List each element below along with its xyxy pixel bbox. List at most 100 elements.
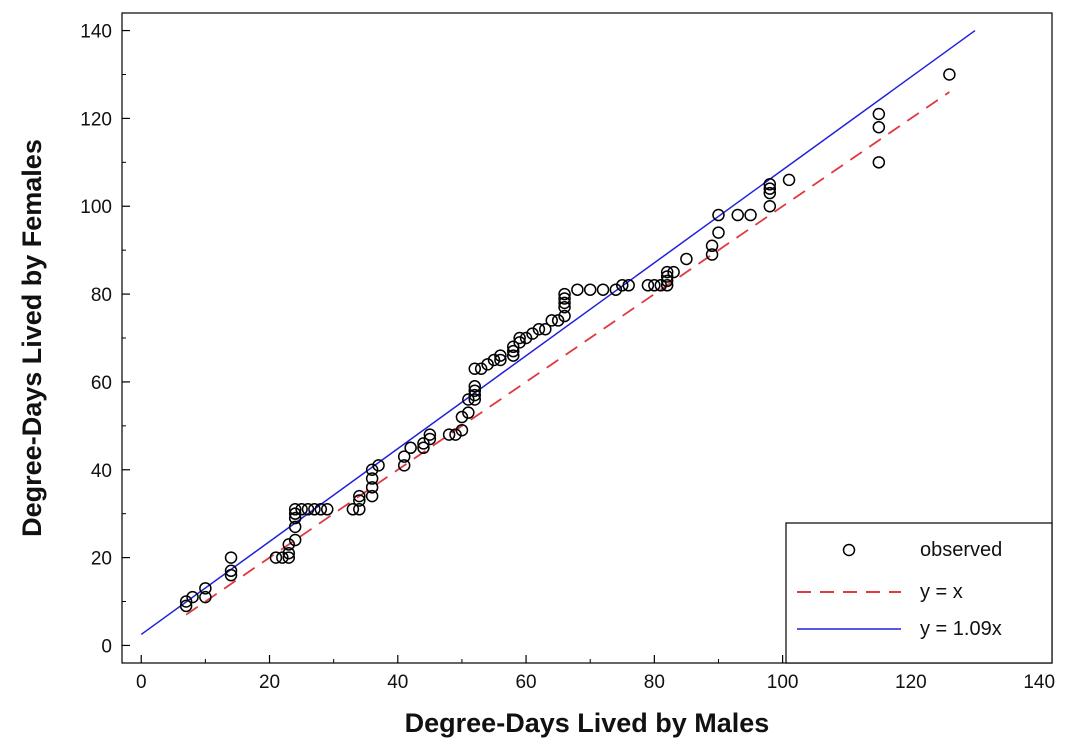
y-tick-label-7: 140: [80, 22, 112, 43]
observed-point: [468, 388, 482, 402]
observed-point: [224, 551, 238, 564]
observed-point: [654, 279, 668, 292]
observed-point: [641, 279, 655, 292]
observed-point: [314, 503, 328, 516]
observed-point: [763, 186, 777, 200]
observed-point: [744, 208, 757, 222]
observed-point: [468, 393, 482, 406]
observed-point: [417, 437, 430, 450]
y-tick-label-5: 100: [80, 197, 112, 218]
observed-point: [660, 270, 674, 283]
observed-point: [468, 362, 482, 375]
observed-point: [282, 538, 296, 551]
observed-point: [680, 252, 693, 266]
x-tick-label-0: 0: [136, 672, 147, 693]
y-tick-label-2: 40: [91, 461, 112, 482]
observed-point: [353, 494, 366, 507]
legend-y-eq-109x-label: y = 1.09x: [920, 618, 1002, 640]
observed-point: [224, 568, 238, 582]
observed-point: [423, 428, 437, 441]
observed-point: [513, 336, 526, 349]
observed-point: [872, 156, 886, 169]
observed-point: [660, 274, 674, 288]
observed-point: [494, 349, 507, 362]
observed-point: [943, 68, 956, 81]
observed-point: [539, 322, 552, 336]
x-tick-label-6: 120: [895, 672, 927, 693]
observed-point: [449, 428, 462, 441]
observed-point: [404, 441, 417, 455]
observed-point: [365, 481, 379, 494]
observed-point: [705, 239, 719, 253]
legend-y-eq-x-label: y = x: [920, 581, 963, 603]
observed-point: [442, 428, 456, 441]
observed-point: [558, 292, 571, 305]
observed-point: [346, 503, 360, 516]
observed-point: [468, 380, 482, 393]
observed-point: [763, 178, 777, 191]
observed-point: [288, 503, 302, 516]
observed-point: [462, 393, 475, 406]
observed-point: [622, 279, 635, 292]
observed-point: [571, 283, 584, 296]
observed-point: [455, 423, 469, 437]
observed-point: [558, 296, 571, 310]
observed-point: [648, 279, 661, 292]
observed-point: [596, 283, 610, 296]
observed-point: [487, 353, 501, 367]
points-layer: [179, 68, 956, 613]
observed-point: [481, 358, 494, 371]
observed-point: [288, 507, 302, 520]
observed-point: [616, 279, 629, 292]
observed-point: [558, 301, 571, 314]
series-line-y-eq-109x: [140, 29, 976, 636]
observed-point: [269, 551, 283, 564]
observed-point: [660, 265, 674, 279]
observed-point: [468, 384, 482, 397]
observed-point: [282, 546, 296, 560]
observed-point: [712, 208, 725, 222]
y-tick-label-0: 0: [101, 636, 112, 657]
observed-point: [551, 314, 565, 327]
x-tick-label-1: 20: [259, 672, 280, 693]
observed-point: [705, 248, 719, 261]
legend-observed-label: observed: [920, 539, 1002, 561]
y-axis-title: Degree-Days Lived by Females: [17, 139, 47, 537]
observed-point: [397, 450, 411, 463]
observed-point: [186, 590, 199, 604]
observed-point: [308, 503, 321, 516]
observed-point: [199, 590, 212, 604]
observed-point: [276, 551, 289, 564]
observed-point: [199, 582, 212, 595]
observed-point: [558, 309, 571, 323]
observed-point: [365, 472, 379, 485]
observed-point: [179, 599, 193, 613]
observed-point: [545, 314, 558, 327]
observed-point: [295, 503, 308, 516]
y-tick-label-3: 60: [91, 373, 112, 394]
observed-point: [731, 208, 744, 222]
observed-point: [288, 533, 302, 547]
observed-point: [609, 283, 623, 296]
y-tick-label-1: 20: [91, 549, 112, 570]
observed-point: [872, 107, 886, 121]
observed-point: [224, 564, 238, 578]
legend: observed y = x y = 1.09x: [785, 522, 1053, 664]
observed-point: [506, 349, 520, 362]
observed-point: [519, 331, 533, 345]
observed-point: [763, 182, 777, 195]
x-tick-label-7: 140: [1023, 672, 1055, 693]
lines-layer: [140, 29, 976, 636]
observed-point: [712, 226, 725, 239]
observed-point: [494, 353, 507, 367]
observed-point: [474, 362, 488, 375]
x-tick-label-5: 100: [767, 672, 799, 693]
observed-point: [365, 489, 379, 503]
observed-point: [583, 283, 597, 296]
observed-point: [462, 406, 475, 419]
observed-point: [506, 340, 520, 354]
observed-point: [417, 441, 430, 455]
observed-point: [455, 410, 469, 424]
ticks-layer: 0 20 40 60 80 100 120 140 0 20 40 60 80 100 120 140: [80, 22, 1055, 693]
